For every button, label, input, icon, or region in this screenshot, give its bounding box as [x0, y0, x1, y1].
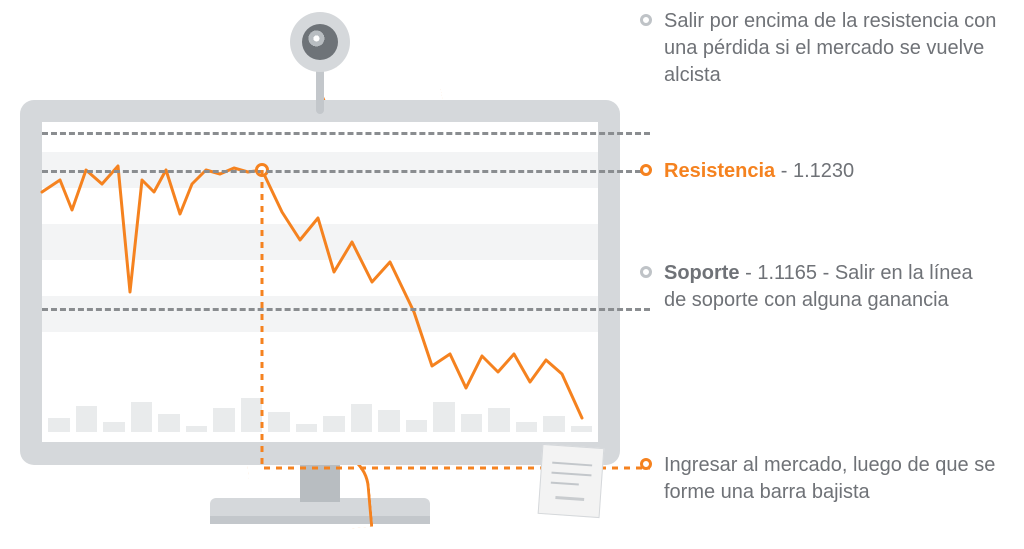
annotation-enter: Ingresar al mercado, luego de que se for…	[640, 452, 1000, 506]
annotation-text: Soporte - 1.1165 - Salir en la línea de …	[664, 260, 1000, 314]
bullet-orange-icon	[640, 458, 652, 470]
annotation-text: Salir por encima de la resistencia con u…	[664, 8, 1000, 89]
dash-separator: -	[781, 160, 793, 182]
resistance-label: Resistencia	[664, 160, 775, 182]
annotation-column: Salir por encima de la resistencia con u…	[640, 0, 1024, 549]
resistance-value: 1.1230	[793, 160, 854, 182]
support-value: 1.1165	[757, 262, 817, 284]
annotation-exit-above: Salir por encima de la resistencia con u…	[640, 8, 1000, 89]
annotation-text: Ingresar al mercado, luego de que se for…	[664, 452, 1000, 506]
annotation-support: Soporte - 1.1165 - Salir en la línea de …	[640, 260, 1000, 314]
sticky-note-icon	[538, 444, 605, 518]
bullet-orange-icon	[640, 164, 652, 176]
infographic-stage: Salir por encima de la resistencia con u…	[0, 0, 1024, 549]
annotation-resistance: Resistencia - 1.1230	[640, 158, 1000, 185]
resistance-line	[42, 170, 650, 173]
bullet-grey-icon	[640, 14, 652, 26]
dash-separator: -	[823, 262, 835, 284]
annotation-text: Resistencia - 1.1230	[664, 158, 1000, 185]
bullet-grey-icon	[640, 266, 652, 278]
exit-line	[42, 132, 650, 135]
webcam-icon	[288, 12, 352, 104]
support-line	[42, 308, 650, 311]
support-label: Soporte	[664, 262, 740, 284]
dash-separator: -	[745, 262, 757, 284]
